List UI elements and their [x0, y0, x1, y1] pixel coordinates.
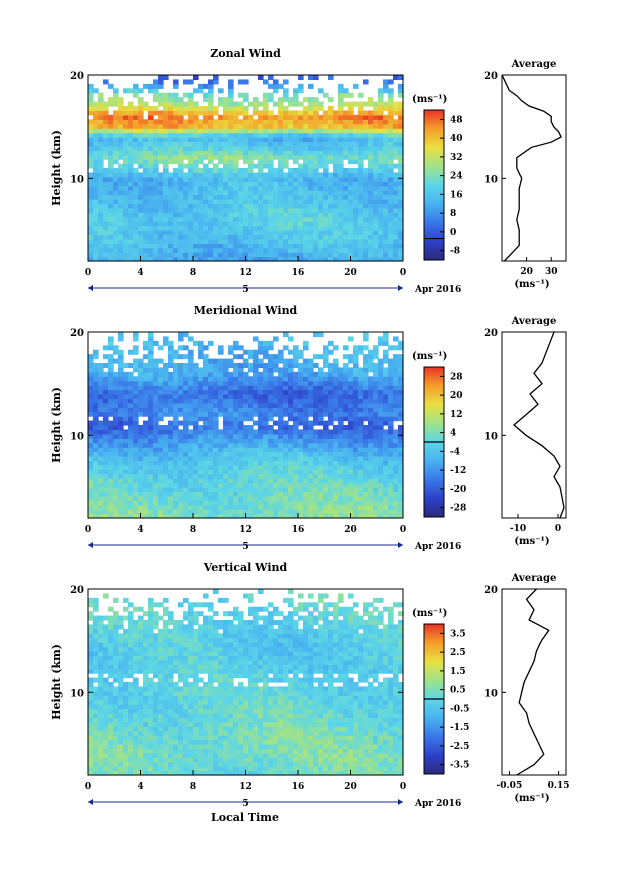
colorbar-tick-label: 4: [450, 429, 456, 439]
colorbar-tick-label: -2.5: [450, 742, 469, 752]
local-time-xlabel: Local Time: [211, 811, 279, 824]
colorbar-tick-label: -20: [450, 485, 466, 495]
average-x-unit: (ms⁻¹): [514, 536, 549, 547]
average-frame: [501, 588, 567, 776]
panel-3: Vertical Wind 10 20 Height (km) 0 4 8 12 16 20 0 5 A…: [50, 561, 570, 809]
x-tick-label: 4: [137, 782, 143, 792]
colorbar-tick-label: -4: [450, 447, 460, 457]
average-title: Average: [511, 316, 557, 327]
average-profile-line: [501, 74, 562, 262]
colorbar-tick-label: 32: [450, 153, 463, 163]
colorbar-tick-label: -28: [450, 504, 466, 514]
panel-title: Meridional Wind: [194, 304, 298, 317]
colorbar-tick-label: 1.5: [450, 667, 466, 677]
colorbar-tick-label: -12: [450, 466, 466, 476]
y-tick-label: 10: [70, 431, 84, 442]
x-tick-label: 16: [292, 525, 305, 535]
panel-title: Vertical Wind: [203, 561, 288, 574]
y-tick-label: 10: [70, 174, 84, 185]
colorbar-tick-label: -0.5: [450, 704, 469, 714]
heatmap-field: [88, 332, 404, 519]
colorbar-tick-label: 24: [450, 172, 463, 182]
panel-2: Meridional Wind 10 20 Height (km) 0 4 8 12 16 20 0…: [50, 304, 567, 552]
average-x-tick: 20: [520, 267, 533, 277]
colorbar-unit: (ms⁻¹): [412, 351, 447, 362]
x-tick-label: 8: [190, 782, 196, 792]
average-x-tick: -10: [510, 524, 526, 534]
x-tick-label: 20: [344, 268, 357, 278]
y-axis-label: Height (km): [50, 130, 63, 206]
average-title: Average: [511, 573, 557, 584]
heatmap-field: [88, 75, 404, 262]
colorbar-tick-label: 2.5: [450, 648, 466, 658]
y-tick-label: 10: [70, 688, 84, 699]
average-profile-line: [516, 588, 550, 776]
average-x-unit: (ms⁻¹): [514, 279, 549, 290]
average-x-tick: 0.15: [548, 781, 570, 791]
average-y-tick: 20: [484, 71, 498, 82]
heatmap-field: [88, 589, 404, 776]
x-tick-label: 20: [344, 525, 357, 535]
x-tick-label: 4: [137, 525, 143, 535]
colorbar: [423, 109, 445, 261]
x-tick-label: 8: [190, 268, 196, 278]
colorbar-tick-label: 12: [450, 410, 463, 420]
colorbar-tick-label: 16: [450, 190, 463, 200]
average-x-tick: 0: [555, 524, 561, 534]
average-frame: [501, 331, 567, 519]
x-tick-label: 0: [85, 268, 91, 278]
date-label: Apr 2016: [414, 799, 461, 809]
average-x-tick: -0.05: [497, 781, 523, 791]
average-x-unit: (ms⁻¹): [514, 793, 549, 804]
y-tick-label: 20: [70, 585, 84, 596]
x-tick-label: 16: [292, 782, 305, 792]
average-x-tick: 30: [545, 267, 558, 277]
x-tick-label: 20: [344, 782, 357, 792]
average-y-tick: 10: [484, 688, 498, 699]
x-tick-label: 0: [400, 782, 406, 792]
x-tick-label: 12: [239, 782, 252, 792]
colorbar-tick-label: 8: [450, 209, 456, 219]
day-label: 5: [242, 542, 248, 552]
colorbar-tick-label: 3.5: [450, 629, 466, 639]
average-y-tick: 10: [484, 431, 498, 442]
y-tick-label: 20: [70, 328, 84, 339]
x-tick-label: 8: [190, 525, 196, 535]
colorbar-tick-label: 48: [450, 115, 463, 125]
average-title: Average: [511, 59, 557, 70]
x-tick-label: 0: [400, 268, 406, 278]
average-y-tick: 20: [484, 585, 498, 596]
day-label: 5: [242, 799, 248, 809]
y-tick-label: 20: [70, 71, 84, 82]
colorbar-tick-label: -1.5: [450, 723, 469, 733]
colorbar-tick-label: 0: [450, 228, 456, 238]
date-label: Apr 2016: [414, 285, 461, 295]
colorbar-tick-label: 20: [450, 391, 463, 401]
x-tick-label: 0: [85, 782, 91, 792]
average-frame: [501, 74, 567, 262]
x-tick-label: 4: [137, 268, 143, 278]
y-axis-label: Height (km): [50, 644, 63, 720]
colorbar-unit: (ms⁻¹): [412, 94, 447, 105]
colorbar-unit: (ms⁻¹): [412, 608, 447, 619]
colorbar-tick-label: -3.5: [450, 761, 469, 771]
x-tick-label: 12: [239, 268, 252, 278]
average-y-tick: 10: [484, 174, 498, 185]
x-tick-label: 0: [400, 525, 406, 535]
colorbar-tick-label: 28: [450, 372, 463, 382]
average-y-tick: 20: [484, 328, 498, 339]
x-tick-label: 0: [85, 525, 91, 535]
x-tick-label: 12: [239, 525, 252, 535]
colorbar-tick-label: 40: [450, 134, 463, 144]
colorbar-tick-label: 0.5: [450, 686, 466, 696]
date-label: Apr 2016: [414, 542, 461, 552]
day-label: 5: [242, 285, 248, 295]
average-profile-line: [513, 331, 565, 519]
y-axis-label: Height (km): [50, 387, 63, 463]
colorbar-tick-label: -8: [450, 247, 460, 257]
panel-title: Zonal Wind: [210, 47, 281, 60]
x-tick-label: 16: [292, 268, 305, 278]
